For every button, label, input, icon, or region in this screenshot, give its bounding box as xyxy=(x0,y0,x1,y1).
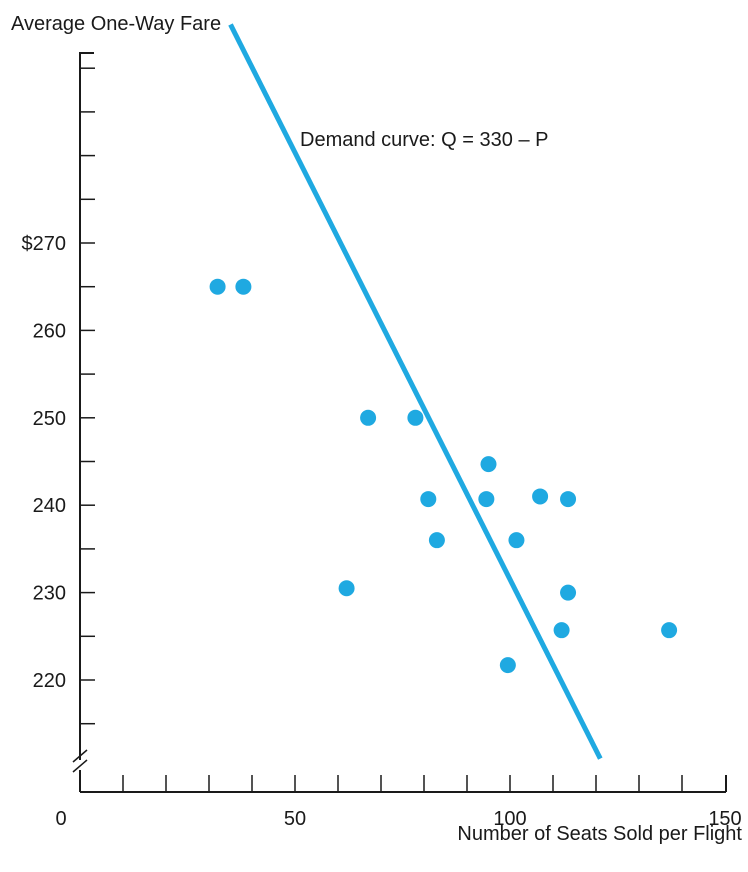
y-tick-label: 260 xyxy=(33,320,66,342)
demand-curve-label: Demand curve: Q = 330 – P xyxy=(300,129,548,151)
data-point xyxy=(508,532,525,549)
x-tick-labels: 0 50 100 150 xyxy=(55,808,741,830)
x-axis-title: Number of Seats Sold per Flight xyxy=(457,823,742,845)
x-tick-label: 0 xyxy=(55,808,66,830)
y-tick-label: 220 xyxy=(33,670,66,692)
y-tick-label: $270 xyxy=(22,233,67,255)
demand-curve-line xyxy=(228,23,603,760)
axis-break-mark-1 xyxy=(72,749,88,763)
data-point xyxy=(338,580,355,597)
data-point xyxy=(428,532,445,549)
data-point xyxy=(420,491,437,508)
data-point xyxy=(560,584,577,601)
data-point xyxy=(360,409,377,426)
data-point xyxy=(553,622,570,639)
y-ticks xyxy=(80,67,95,725)
data-point xyxy=(235,278,252,295)
x-tick-label: 100 xyxy=(493,808,526,830)
y-tick-labels: $270 260 250 240 230 220 xyxy=(22,233,67,692)
data-point xyxy=(661,622,678,639)
y-tick-label: 240 xyxy=(33,495,66,517)
data-point xyxy=(560,491,577,508)
y-tick-label: 250 xyxy=(33,408,66,430)
x-tick-label: 50 xyxy=(284,808,306,830)
axis-break-mark-2 xyxy=(72,759,88,773)
y-axis-title: Average One-Way Fare xyxy=(11,13,221,35)
y-tick-label: 230 xyxy=(33,583,66,605)
data-points xyxy=(209,278,678,674)
data-point xyxy=(209,278,226,295)
data-point xyxy=(407,409,424,426)
data-point xyxy=(480,456,497,473)
data-point xyxy=(499,657,516,674)
x-tick-label: 150 xyxy=(708,808,741,830)
data-point xyxy=(478,491,495,508)
x-ticks xyxy=(122,775,683,792)
data-point xyxy=(532,488,549,505)
